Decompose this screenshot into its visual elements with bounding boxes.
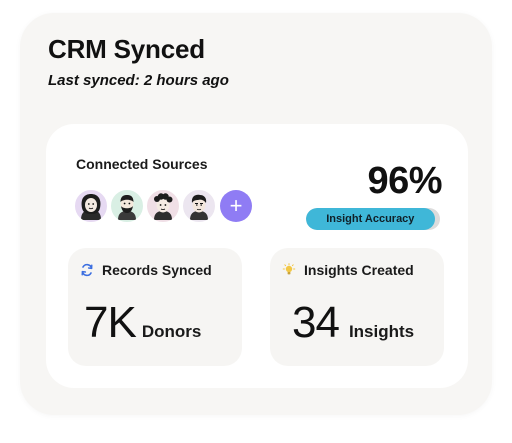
avatar[interactable] [146,189,180,223]
records-synced-label: Records Synced [102,262,212,278]
person-icon [81,194,101,220]
records-synced-value: 7K Donors [84,298,201,348]
page-title: CRM Synced [48,34,205,64]
records-synced-number: 7K [84,298,137,347]
insights-created-unit: Insights [348,322,415,341]
last-synced-text: Last synced: 2 hours ago [48,72,229,89]
add-source-button[interactable]: + [220,190,252,222]
sync-icon [80,263,94,277]
insights-created-header: Insights Created [282,262,414,278]
records-synced-card: Records Synced 7K Donors [68,248,242,366]
connected-sources-label: Connected Sources [76,156,208,172]
records-synced-header: Records Synced [80,262,212,278]
avatar[interactable] [182,189,216,223]
insight-accuracy-bar: Insight Accuracy [306,208,440,230]
connected-sources-avatars: + [74,188,252,224]
insight-accuracy-fill: Insight Accuracy [306,208,435,230]
avatar[interactable] [74,189,108,223]
insights-created-number: 34 [292,298,340,347]
person-icon [118,195,136,220]
person-icon [154,193,173,220]
insight-accuracy-label: Insight Accuracy [326,213,415,225]
lightbulb-icon [282,263,296,277]
accuracy-percentage: 96% [367,160,442,202]
records-synced-unit: Donors [141,322,202,341]
person-icon [190,194,208,220]
avatar[interactable] [110,189,144,223]
insights-created-label: Insights Created [304,262,414,278]
insights-created-value: 34 Insights [292,298,414,348]
insights-created-card: Insights Created 34 Insights [270,248,444,366]
